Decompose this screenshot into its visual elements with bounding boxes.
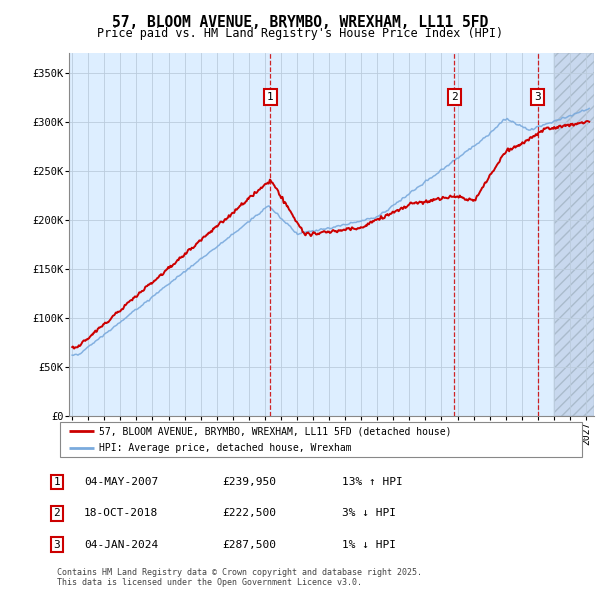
Text: 3% ↓ HPI: 3% ↓ HPI bbox=[342, 509, 396, 518]
Text: 3: 3 bbox=[535, 92, 541, 102]
FancyBboxPatch shape bbox=[60, 422, 582, 457]
Text: 1% ↓ HPI: 1% ↓ HPI bbox=[342, 540, 396, 549]
Text: 1: 1 bbox=[267, 92, 274, 102]
Text: 2: 2 bbox=[451, 92, 458, 102]
Text: £222,500: £222,500 bbox=[222, 509, 276, 518]
Text: Contains HM Land Registry data © Crown copyright and database right 2025.
This d: Contains HM Land Registry data © Crown c… bbox=[57, 568, 422, 587]
Text: HPI: Average price, detached house, Wrexham: HPI: Average price, detached house, Wrex… bbox=[99, 444, 352, 453]
Text: 04-JAN-2024: 04-JAN-2024 bbox=[84, 540, 158, 549]
Text: 1: 1 bbox=[53, 477, 61, 487]
Text: £287,500: £287,500 bbox=[222, 540, 276, 549]
Text: £239,950: £239,950 bbox=[222, 477, 276, 487]
Text: 57, BLOOM AVENUE, BRYMBO, WREXHAM, LL11 5FD (detached house): 57, BLOOM AVENUE, BRYMBO, WREXHAM, LL11 … bbox=[99, 427, 452, 437]
Bar bbox=[554, 53, 594, 416]
Text: 04-MAY-2007: 04-MAY-2007 bbox=[84, 477, 158, 487]
Text: 57, BLOOM AVENUE, BRYMBO, WREXHAM, LL11 5FD: 57, BLOOM AVENUE, BRYMBO, WREXHAM, LL11 … bbox=[112, 15, 488, 30]
Text: 18-OCT-2018: 18-OCT-2018 bbox=[84, 509, 158, 518]
Text: 3: 3 bbox=[53, 540, 61, 549]
Text: 13% ↑ HPI: 13% ↑ HPI bbox=[342, 477, 403, 487]
Text: Price paid vs. HM Land Registry's House Price Index (HPI): Price paid vs. HM Land Registry's House … bbox=[97, 27, 503, 40]
Text: 2: 2 bbox=[53, 509, 61, 518]
